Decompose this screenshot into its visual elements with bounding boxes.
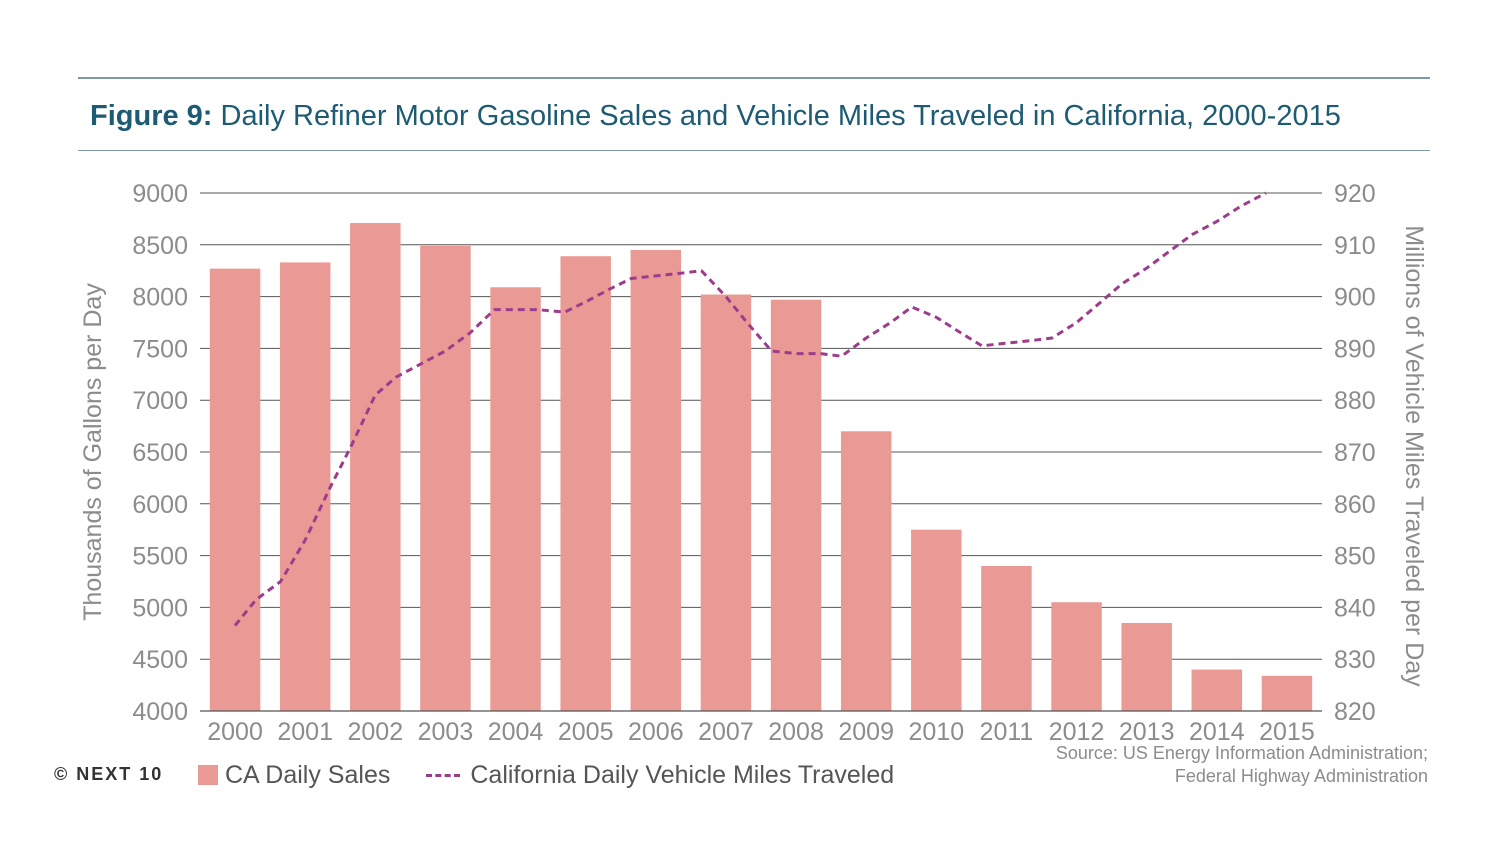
left-tick-label: 8500 [132, 232, 188, 260]
right-tick-label: 860 [1334, 491, 1376, 519]
x-tick-label: 2006 [628, 718, 684, 746]
bar-2006 [630, 249, 682, 712]
legend: CA Daily Sales California Daily Vehicle … [198, 758, 894, 792]
x-tick-label: 2008 [768, 718, 824, 746]
left-tick-label: 6500 [132, 439, 188, 467]
right-tick-label: 910 [1334, 232, 1376, 260]
bar-2005 [560, 256, 611, 711]
bar-2015 [1261, 675, 1313, 711]
left-tick-label: 6000 [132, 491, 188, 519]
bar-2004 [490, 287, 541, 711]
right-tick-label: 920 [1334, 180, 1376, 208]
source-line-1: Source: US Energy Information Administra… [1055, 743, 1428, 763]
x-tick-label: 2012 [1049, 718, 1105, 746]
x-tick-label: 2011 [980, 718, 1034, 746]
figure-label: Figure 9: [90, 100, 213, 132]
copyright-notice: © NEXT 10 [54, 764, 164, 784]
right-tick-label: 830 [1334, 646, 1376, 674]
title-rule [78, 150, 1430, 151]
right-tick-label: 900 [1334, 284, 1376, 312]
right-tick-label: 870 [1334, 439, 1376, 467]
source-note: Source: US Energy Information Administra… [1056, 742, 1428, 788]
bar-2010 [911, 529, 962, 711]
top-rule [78, 77, 1430, 79]
bar-2009 [840, 431, 892, 711]
x-tick-label: 2001 [277, 718, 333, 746]
x-tick-label: 2004 [488, 718, 544, 746]
bar-2014 [1191, 669, 1243, 711]
left-tick-label: 5500 [132, 543, 188, 571]
bar-2012 [1051, 602, 1102, 711]
right-tick-label: 880 [1334, 387, 1376, 415]
left-tick-label: 7500 [132, 335, 188, 363]
source-line-2: Federal Highway Administration [1174, 766, 1428, 786]
legend-line-label: California Daily Vehicle Miles Traveled [470, 760, 895, 789]
bar-2013 [1121, 622, 1172, 711]
left-tick-label: 8000 [132, 284, 188, 312]
x-tick-label: 2000 [207, 718, 263, 746]
right-tick-label: 890 [1334, 335, 1376, 363]
x-tick-label: 2007 [698, 718, 754, 746]
x-tick-label: 2014 [1189, 718, 1245, 746]
left-tick-label: 9000 [132, 180, 188, 208]
x-tick-label: 2010 [909, 718, 965, 746]
left-tick-label: 7000 [132, 387, 188, 415]
bar-2007 [700, 294, 752, 711]
y-axis-left-title: Thousands of Gallons per Day [79, 283, 107, 621]
x-tick-label: 2005 [558, 718, 614, 746]
left-tick-label: 4000 [132, 698, 188, 726]
x-tick-label: 2015 [1259, 718, 1315, 746]
legend-bar-swatch [198, 765, 218, 785]
bar-2003 [420, 245, 471, 711]
right-tick-label: 820 [1334, 698, 1376, 726]
left-tick-label: 5000 [132, 594, 188, 622]
right-tick-label: 850 [1334, 543, 1376, 571]
y-axis-right-title: Millions of Vehicle Miles Traveled per D… [1400, 225, 1428, 687]
bar-2000 [209, 268, 261, 711]
chart-title: Figure 9: Daily Refiner Motor Gasoline S… [90, 100, 1341, 133]
bar-2011 [981, 565, 1032, 711]
bar-2008 [770, 299, 822, 711]
left-tick-label: 4500 [132, 646, 188, 674]
x-tick-label: 2003 [418, 718, 474, 746]
bar-2001 [279, 262, 331, 711]
figure-title-text: Daily Refiner Motor Gasoline Sales and V… [220, 100, 1341, 132]
bar-2002 [350, 223, 401, 711]
x-tick-label: 2009 [838, 718, 894, 746]
legend-bar-label: CA Daily Sales [225, 760, 391, 789]
right-tick-label: 840 [1334, 594, 1376, 622]
legend-line-swatch [426, 773, 461, 777]
x-tick-label: 2013 [1119, 718, 1175, 746]
x-tick-label: 2002 [348, 718, 404, 746]
